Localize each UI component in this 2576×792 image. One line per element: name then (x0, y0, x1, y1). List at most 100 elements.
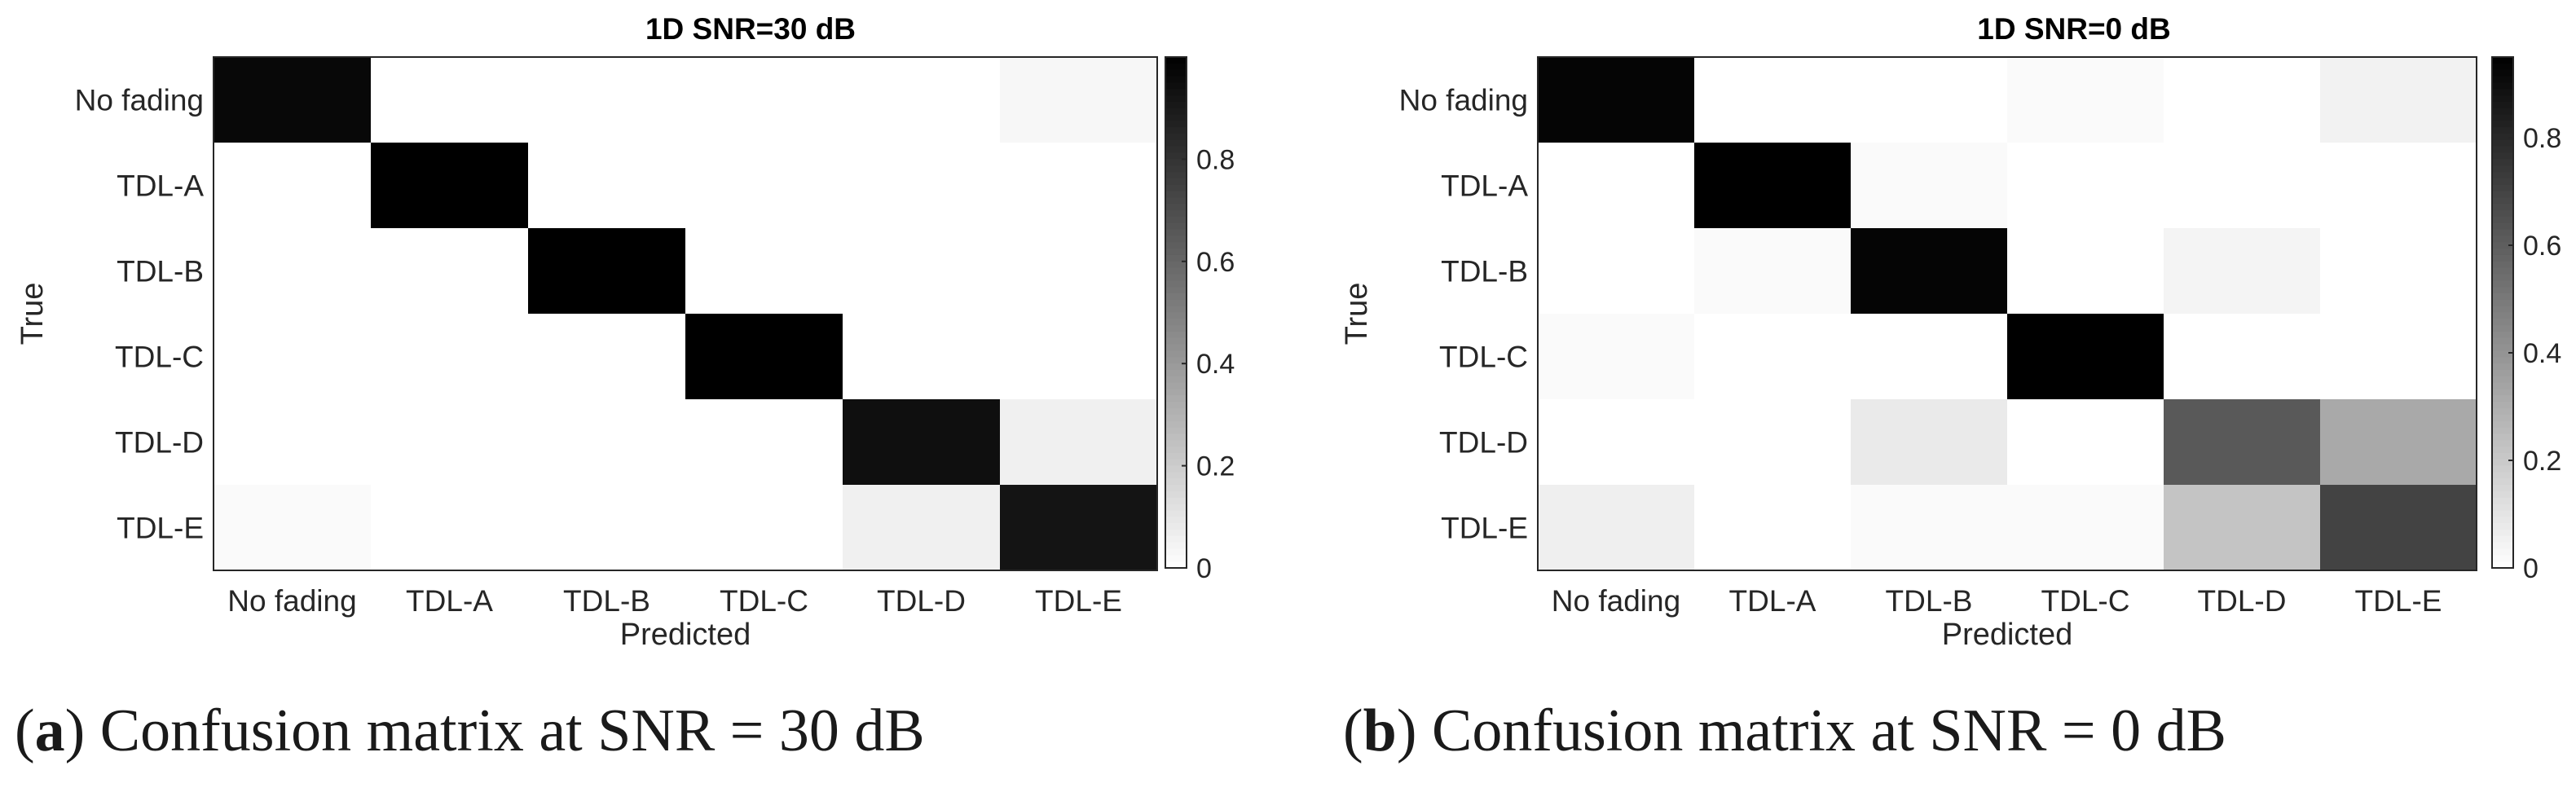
heatmap-cell (214, 143, 372, 229)
heatmap-cell (1694, 485, 1852, 571)
heatmap-cell (528, 399, 686, 486)
y-tick-label: No fading (75, 84, 204, 117)
heatmap-cell (843, 228, 1001, 315)
x-tick-label: TDL-D (877, 584, 966, 618)
heatmap-cell (2164, 485, 2321, 571)
colorbar-segment (2492, 152, 2513, 160)
colorbar-segment (1165, 306, 1187, 314)
colorbar-segment (2492, 229, 2513, 237)
heatmap-cell (528, 314, 686, 400)
colorbar-segment (1165, 69, 1187, 77)
heatmap-cell (1000, 143, 1158, 229)
heatmap-cell (2007, 228, 2164, 315)
colorbar-segment (2492, 350, 2513, 358)
colorbar-segment (1165, 440, 1187, 447)
heatmap-cell (1694, 399, 1852, 486)
colorbar-tick-label: 0.8 (1196, 144, 1235, 175)
colorbar-segment (1165, 76, 1187, 83)
colorbar-segment (1165, 172, 1187, 179)
heatmap-cell (1538, 314, 1695, 400)
colorbar-segment (2492, 510, 2513, 517)
colorbar-segment (2492, 548, 2513, 556)
heatmap-cell (1851, 57, 2008, 143)
heatmap-cell (1000, 485, 1158, 571)
heatmap-cell (685, 57, 843, 143)
heatmap-cell (2007, 485, 2164, 571)
colorbar-segment (2492, 306, 2513, 314)
heatmap-cell (1000, 399, 1158, 486)
colorbar-segment (1165, 280, 1187, 288)
colorbar-tick-label: 0.4 (2523, 338, 2561, 369)
heatmap-panel-1: 1D SNR=30 dB No fading TDL-A TDL-B TDL-C TDL-… (15, 12, 1235, 652)
colorbar-segment (1165, 63, 1187, 71)
heatmap-cell (214, 485, 372, 571)
colorbar-segment (1165, 165, 1187, 173)
heatmap-cell (1000, 57, 1158, 143)
colorbar-segment (2492, 465, 2513, 473)
y-tick-label: TDL-A (1441, 169, 1528, 203)
colorbar-segment (2492, 408, 2513, 416)
heatmap-cell (2164, 228, 2321, 315)
colorbar-segment (1165, 127, 1187, 134)
colorbar-segment (2492, 108, 2513, 116)
colorbar-segment (1165, 254, 1187, 262)
colorbar-segment (2492, 210, 2513, 218)
colorbar-segment (2492, 165, 2513, 173)
x-tick-label: TDL-A (1729, 584, 1816, 618)
x-axis-label: Predicted (620, 618, 751, 652)
colorbar-segment (1165, 82, 1187, 90)
colorbar-segment (1165, 332, 1187, 339)
heatmap-cell (2164, 399, 2321, 486)
colorbar-segment (1165, 159, 1187, 166)
colorbar-segment (1165, 504, 1187, 512)
colorbar-segment (1165, 555, 1187, 562)
colorbar-segment (2492, 395, 2513, 403)
heatmap-cell (685, 228, 843, 315)
colorbar-segment (1165, 472, 1187, 479)
colorbar-segment (1165, 408, 1187, 416)
colorbar-segment (2492, 139, 2513, 147)
colorbar-segment (1165, 433, 1187, 441)
colorbar-segment (2492, 222, 2513, 231)
heatmap-cell (528, 228, 686, 315)
colorbar-segment (2492, 57, 2513, 64)
x-tick-label: TDL-A (406, 584, 493, 618)
colorbar-segment (2492, 440, 2513, 447)
colorbar-segment (1165, 108, 1187, 116)
heatmap-cell (2164, 57, 2321, 143)
colorbar-segment (1165, 197, 1187, 205)
colorbar-segment (1165, 510, 1187, 517)
x-tick-label: TDL-B (1886, 584, 1973, 618)
chart-title: 1D SNR=30 dB (645, 12, 856, 46)
colorbar-segment (2492, 254, 2513, 262)
heatmap-cell (371, 57, 529, 143)
colorbar-segment (1165, 152, 1187, 160)
heatmap-cell (843, 314, 1001, 400)
heatmap-cell (1000, 228, 1158, 315)
colorbar-segment (1165, 267, 1187, 275)
colorbar-tick-label: 0.6 (2523, 231, 2561, 262)
heatmap-cell (1000, 314, 1158, 400)
heatmap-cell (371, 399, 529, 486)
colorbar-segment (1165, 191, 1187, 199)
colorbar-segment (1165, 376, 1187, 384)
colorbar-segment (1165, 337, 1187, 345)
colorbar-segment (2492, 178, 2513, 186)
colorbar-tick-label: 0.8 (2523, 123, 2561, 154)
colorbar-segment (2492, 376, 2513, 384)
heatmap-cell (214, 314, 372, 400)
y-tick-label: TDL-A (117, 169, 204, 203)
colorbar-segment (1165, 146, 1187, 154)
colorbar-segment (2492, 191, 2513, 199)
colorbar-segment (1165, 523, 1187, 530)
colorbar-segment (1165, 139, 1187, 147)
x-tick-label: TDL-B (563, 584, 650, 618)
colorbar-segment (2492, 337, 2513, 345)
colorbar-segment (1165, 517, 1187, 524)
colorbar-tick-label: 0.6 (1196, 247, 1235, 278)
x-tick-label: No fading (1552, 584, 1680, 618)
colorbar-segment (2492, 523, 2513, 530)
colorbar-segment (2492, 287, 2513, 294)
colorbar-segment (1165, 249, 1187, 256)
